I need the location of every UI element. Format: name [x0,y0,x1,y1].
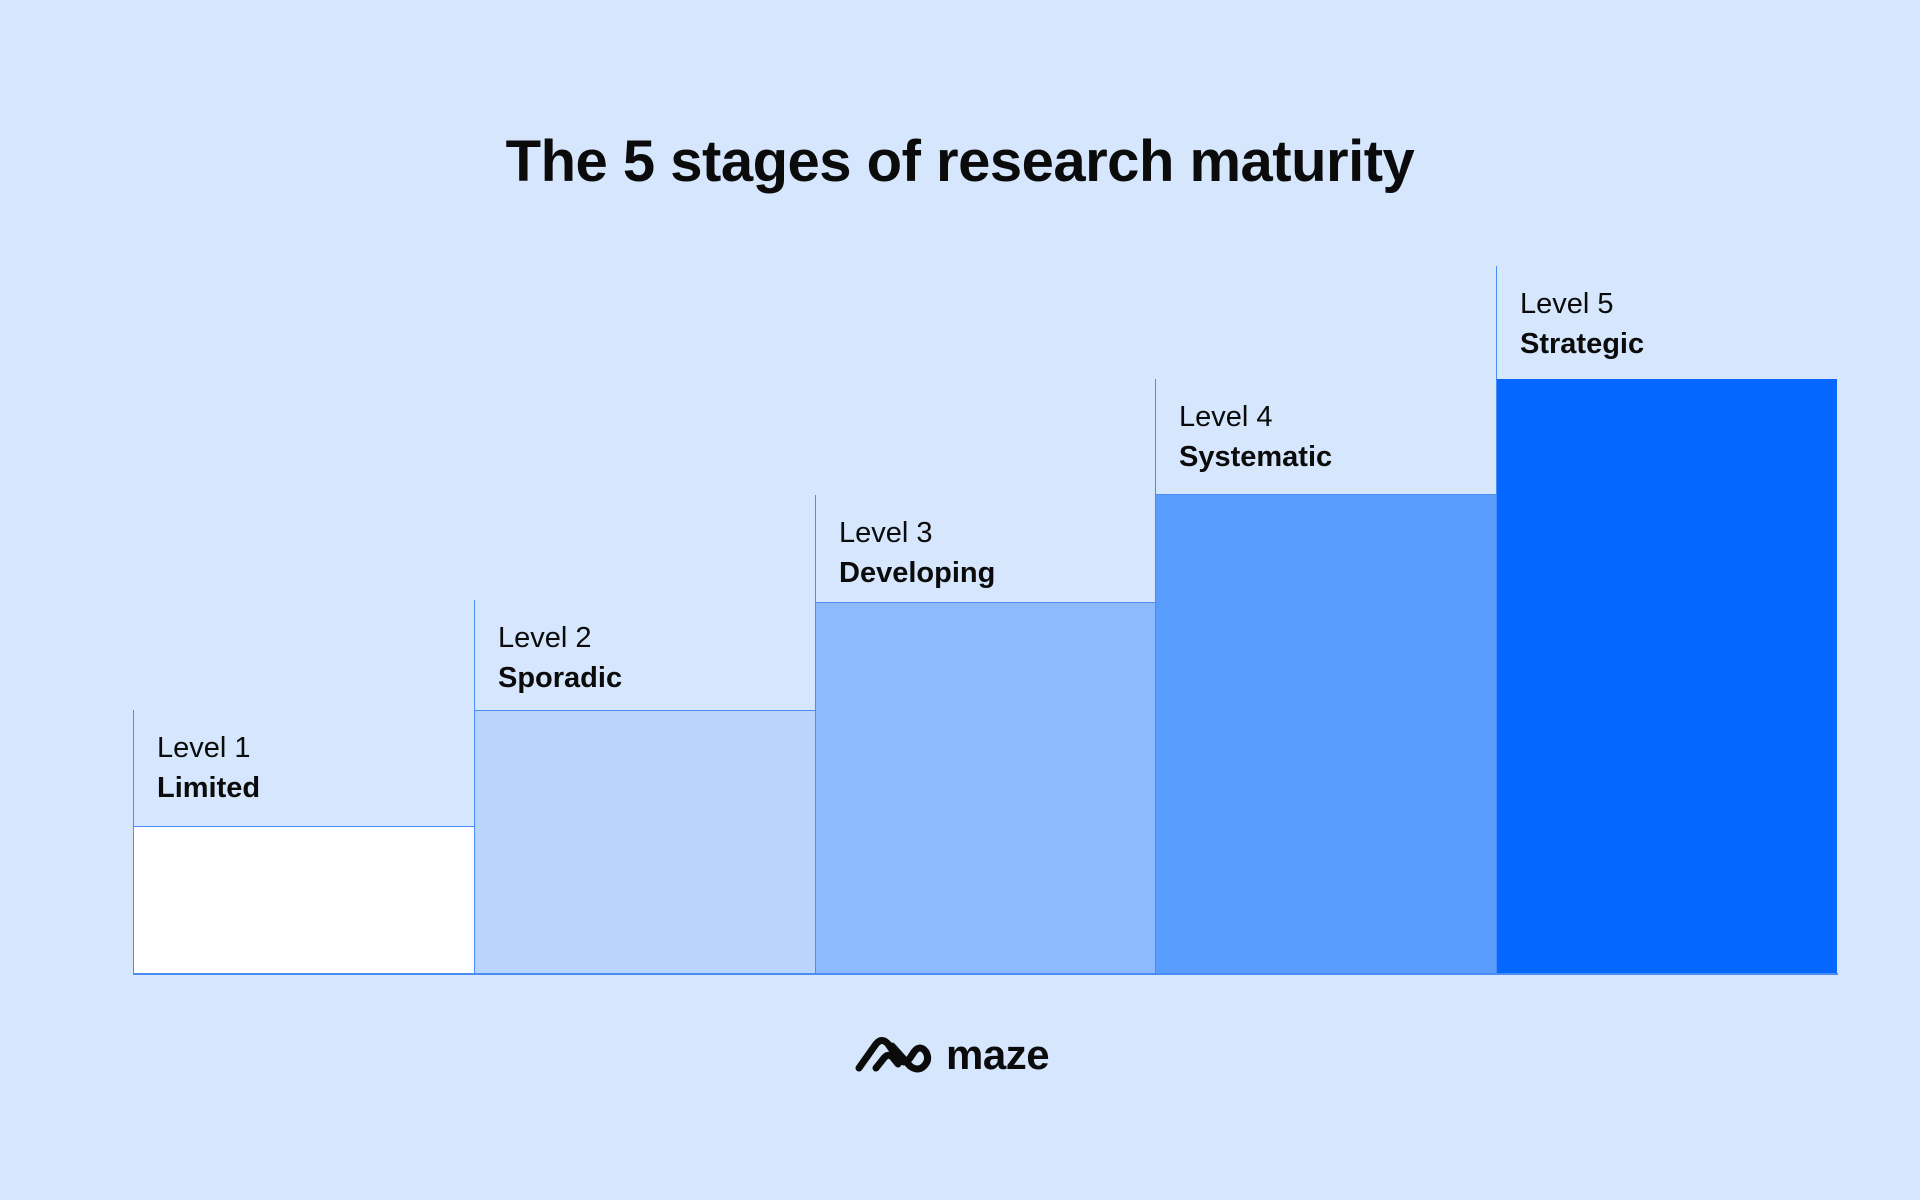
stage-5-label: Level 5 Strategic [1520,284,1644,364]
stage-5-block [1496,379,1837,974]
stage-2-header: Level 2 Sporadic [474,600,815,710]
stage-4-header: Level 4 Systematic [1155,379,1496,495]
maze-logo-icon [854,1032,932,1079]
stage-3-label: Level 3 Developing [839,513,995,593]
stage-1-divider [133,710,134,826]
diagram-title: The 5 stages of research maturity [505,129,1415,194]
stage-4-block [1155,494,1496,974]
stage-3-block [815,602,1155,974]
stage-1-header: Level 1 Limited [133,710,474,826]
maze-logo: maze [854,1030,1050,1080]
stage-2-divider [474,600,475,710]
stage-3-name: Developing [839,557,996,589]
stage-3-level: Level 3 [839,517,933,549]
stage-5-divider [1496,266,1497,379]
stage-1-level: Level 1 [157,732,251,764]
stage-4-level: Level 4 [1179,401,1273,433]
stage-2-label: Level 2 Sporadic [498,618,622,698]
stage-1-name: Limited [157,772,261,804]
stage-4-label: Level 4 Systematic [1179,397,1332,477]
stage-4-divider [1155,379,1156,495]
stage-2-block [474,710,815,974]
stage-5-name: Strategic [1520,328,1645,360]
stage-4-name: Systematic [1179,441,1333,473]
maze-wordmark: maze [946,1031,1050,1078]
stage-3-divider [815,495,816,603]
stage-2-name: Sporadic [498,662,623,694]
stage-2-level: Level 2 [498,622,592,654]
stage-5-level: Level 5 [1520,288,1614,320]
baseline [133,973,1838,975]
stage-5-header: Level 5 Strategic [1496,266,1837,379]
stage-1-label: Level 1 Limited [157,728,260,808]
stage-3-header: Level 3 Developing [815,495,1155,603]
stage-1-block [133,826,474,974]
